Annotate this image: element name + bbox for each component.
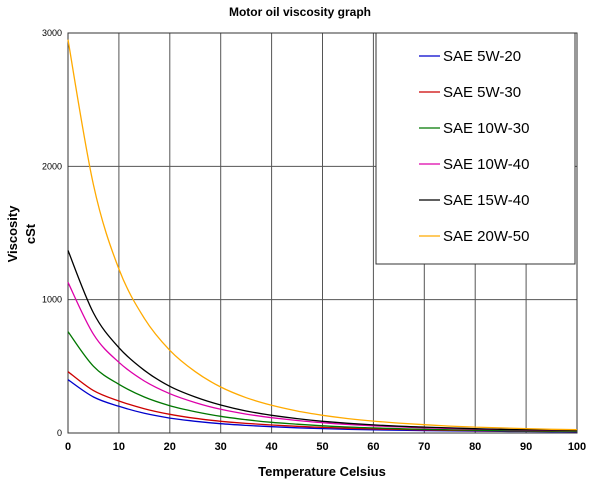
legend-label: SAE 5W-30 [443, 84, 521, 101]
chart-title: Motor oil viscosity graph [229, 5, 371, 19]
y-axis-label-line2: cSt [23, 223, 38, 244]
x-tick-label: 80 [469, 441, 481, 453]
series-lines [67, 39, 578, 433]
x-tick-label: 10 [113, 441, 125, 453]
series-line-sae-10w-30 [67, 331, 578, 433]
y-tick-labels: 0 1000 2000 3000 [42, 28, 62, 438]
x-tick-label: 30 [215, 441, 227, 453]
legend-label: SAE 5W-20 [443, 48, 521, 65]
x-tick-label: 40 [265, 441, 277, 453]
y-axis-label-line1: Viscosity [5, 205, 20, 263]
legend-label: SAE 10W-40 [443, 156, 529, 173]
y-tick-label: 2000 [42, 161, 62, 171]
x-tick-label: 70 [418, 441, 430, 453]
legend-label: SAE 15W-40 [443, 192, 529, 209]
y-tick-label: 0 [57, 428, 62, 438]
y-tick-label: 1000 [42, 295, 62, 305]
series-line-sae-15w-40 [67, 250, 578, 432]
series-line-sae-20w-50 [67, 39, 578, 431]
x-tick-label: 50 [316, 441, 328, 453]
x-axis-label: Temperature Celsius [258, 464, 386, 479]
legend-label: SAE 10W-30 [443, 120, 529, 137]
x-tick-labels: 0 10 20 30 40 50 60 70 80 90 100 [65, 441, 586, 453]
legend-label: SAE 20W-50 [443, 228, 529, 245]
legend: SAE 5W-20 SAE 5W-30 SAE 10W-30 SAE 10W-40 SA… [375, 32, 576, 265]
legend-box [375, 32, 576, 265]
x-tick-label: 20 [164, 441, 176, 453]
y-tick-label: 3000 [42, 28, 62, 38]
x-tick-label: 90 [520, 441, 532, 453]
x-tick-label: 60 [367, 441, 379, 453]
plot-frame [67, 32, 578, 434]
x-tick-label: 0 [65, 441, 71, 453]
x-tick-label: 100 [568, 441, 586, 453]
